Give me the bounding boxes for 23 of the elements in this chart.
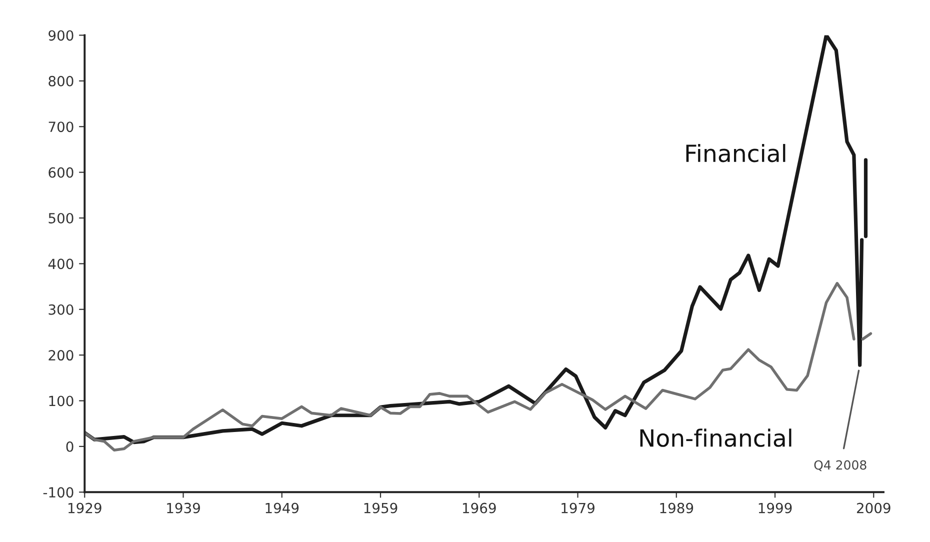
x-tick-label: 1969 xyxy=(462,502,496,514)
y-tick-label: 0 xyxy=(66,441,74,452)
y-tick-label: 600 xyxy=(48,167,74,178)
series-label: Non-financial xyxy=(640,428,792,447)
y-tick-label: 100 xyxy=(49,396,74,406)
series-label: Financial xyxy=(686,144,786,162)
y-tick-label: 500 xyxy=(48,212,74,224)
y-tick-label: 700 xyxy=(48,122,74,132)
x-tick-label: 1999 xyxy=(758,502,792,514)
y-tick-label: -100 xyxy=(43,487,74,498)
x-tick-label: 1979 xyxy=(562,502,594,514)
y-tick-label: 400 xyxy=(48,258,74,270)
annotation: Q4 2008 xyxy=(814,460,866,472)
y-tick-label: 300 xyxy=(48,304,74,315)
x-tick-label: 1959 xyxy=(364,502,398,514)
x-tick-label: 1949 xyxy=(266,502,299,514)
y-tick-label: 200 xyxy=(48,350,74,361)
y-tick-label: 900 xyxy=(48,30,74,41)
x-tick-label: 1929 xyxy=(68,502,102,514)
x-tick-label: 2009 xyxy=(856,502,890,514)
x-tick-label: 1989 xyxy=(660,502,694,514)
x-tick-label: 1939 xyxy=(167,502,200,514)
y-tick-label: 800 xyxy=(48,76,74,86)
